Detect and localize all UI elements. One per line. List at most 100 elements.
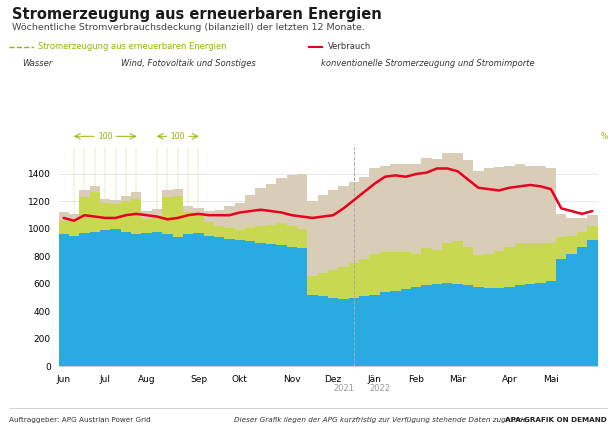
Bar xyxy=(587,240,598,366)
Bar xyxy=(193,208,204,214)
Text: 2022: 2022 xyxy=(370,384,391,393)
Bar xyxy=(556,259,567,366)
Bar xyxy=(463,247,473,285)
Bar xyxy=(577,218,587,232)
Bar xyxy=(142,219,152,233)
Bar xyxy=(79,233,89,366)
Bar xyxy=(556,214,567,237)
Bar xyxy=(390,164,400,252)
Bar xyxy=(100,230,110,366)
Bar xyxy=(235,240,245,366)
Bar xyxy=(276,223,286,246)
Bar xyxy=(245,241,256,366)
Bar xyxy=(514,285,525,366)
Text: Wöchentliche Stromverbrauchsdeckung (bilanziell) der letzten 12 Monate.: Wöchentliche Stromverbrauchsdeckung (bil… xyxy=(12,23,365,32)
Bar xyxy=(131,199,142,234)
Bar xyxy=(266,244,276,366)
Bar xyxy=(535,243,546,282)
Text: Wasser: Wasser xyxy=(22,59,52,68)
Bar xyxy=(59,234,69,366)
Bar xyxy=(411,164,421,254)
Bar xyxy=(587,215,598,226)
Bar xyxy=(411,287,421,366)
Bar xyxy=(577,232,587,247)
Bar xyxy=(505,166,514,247)
Bar xyxy=(204,236,214,366)
Bar xyxy=(131,192,142,199)
Text: %: % xyxy=(601,132,608,141)
Bar xyxy=(131,234,142,366)
Bar xyxy=(328,190,338,270)
Bar xyxy=(421,285,432,366)
Bar xyxy=(276,178,286,223)
Bar xyxy=(142,233,152,366)
Bar xyxy=(79,190,89,197)
Bar xyxy=(256,243,266,366)
Bar xyxy=(193,214,204,233)
Bar xyxy=(359,296,370,366)
Bar xyxy=(110,229,121,366)
Bar xyxy=(69,221,79,236)
Bar xyxy=(318,273,328,296)
Bar xyxy=(390,252,400,291)
Bar xyxy=(152,232,162,366)
Bar xyxy=(400,164,411,252)
Bar xyxy=(59,221,69,234)
Bar xyxy=(432,159,442,250)
Bar xyxy=(442,282,452,366)
Bar xyxy=(172,196,183,237)
Bar xyxy=(349,263,359,297)
Bar xyxy=(214,226,224,237)
Bar xyxy=(256,188,266,226)
Bar xyxy=(421,248,432,285)
Bar xyxy=(370,295,380,366)
Bar xyxy=(100,203,110,230)
Bar xyxy=(494,251,505,288)
Bar xyxy=(494,288,505,366)
Bar xyxy=(473,255,484,287)
Bar xyxy=(204,222,214,236)
Bar xyxy=(505,247,514,287)
Bar xyxy=(400,289,411,366)
Text: 100: 100 xyxy=(171,132,185,141)
Text: Stromerzeugung aus erneuerbaren Energien: Stromerzeugung aus erneuerbaren Energien xyxy=(12,7,382,22)
Bar xyxy=(442,243,452,282)
Bar xyxy=(297,248,307,366)
Bar xyxy=(390,291,400,366)
Bar xyxy=(193,233,204,366)
Bar xyxy=(110,204,121,229)
Bar xyxy=(328,297,338,366)
Bar xyxy=(338,299,349,366)
Bar xyxy=(245,228,256,241)
Text: konventionelle Stromerzeugung und Stromimporte: konventionelle Stromerzeugung und Stromi… xyxy=(321,59,535,68)
Bar xyxy=(494,167,505,251)
Bar xyxy=(452,153,463,241)
Text: Wind, Fotovoltaik und Sonstiges: Wind, Fotovoltaik und Sonstiges xyxy=(121,59,256,68)
Bar xyxy=(359,259,370,296)
Bar xyxy=(297,229,307,248)
Bar xyxy=(276,246,286,366)
Bar xyxy=(473,287,484,366)
Bar xyxy=(411,254,421,287)
Bar xyxy=(463,160,473,247)
Bar xyxy=(442,153,452,243)
Bar xyxy=(121,202,131,232)
Bar xyxy=(235,230,245,240)
Bar xyxy=(349,182,359,263)
Bar xyxy=(432,284,442,366)
Text: Dieser Grafik liegen der APG kurzfristig zur Verfügung stehende Daten zugrunde.: Dieser Grafik liegen der APG kurzfristig… xyxy=(234,416,530,423)
Bar xyxy=(400,252,411,289)
Bar xyxy=(473,171,484,255)
Text: 2021: 2021 xyxy=(333,384,354,393)
Bar xyxy=(162,234,172,366)
Text: 100: 100 xyxy=(98,132,112,141)
Bar xyxy=(162,190,172,197)
Bar xyxy=(452,241,463,284)
Bar xyxy=(266,184,276,225)
Bar xyxy=(514,164,525,243)
Bar xyxy=(224,228,235,238)
Bar xyxy=(214,237,224,366)
Bar xyxy=(183,213,193,234)
Bar xyxy=(525,166,535,243)
Bar xyxy=(266,225,276,244)
